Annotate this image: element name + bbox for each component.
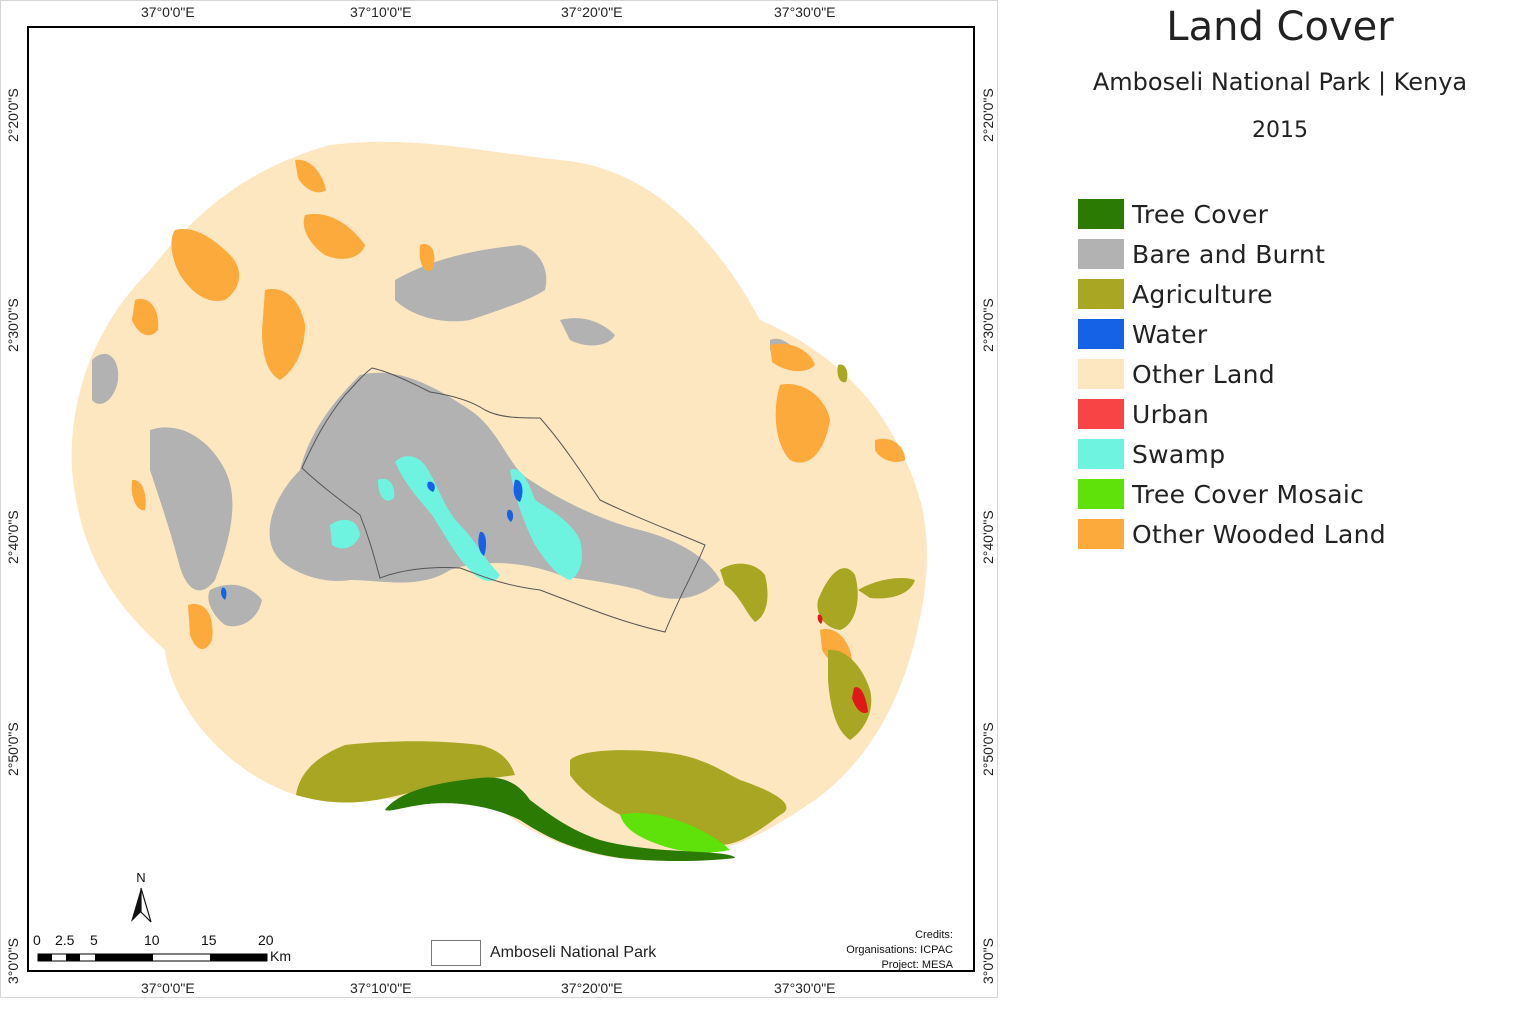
legend-swatch bbox=[1078, 479, 1124, 509]
map-year: 2015 bbox=[1252, 118, 1308, 143]
credits-heading: Credits: bbox=[915, 929, 953, 941]
park-boundary bbox=[301, 367, 706, 633]
right-tick-label: 2°50'0"S bbox=[980, 722, 996, 776]
legend-label: Other Land bbox=[1132, 359, 1275, 389]
legend-label: Water bbox=[1132, 319, 1208, 349]
scale-unit-label: Km bbox=[270, 948, 291, 964]
bottom-tick-label: 37°10'0"E bbox=[350, 980, 412, 996]
top-tick-label: 37°30'0"E bbox=[774, 4, 836, 20]
tree-cover-areas bbox=[385, 777, 735, 861]
swamp-areas bbox=[330, 456, 582, 582]
legend-item-other-wooded-land: Other Wooded Land bbox=[1078, 518, 1386, 550]
right-tick-label: 3°0'0"S bbox=[980, 938, 996, 984]
scale-bar bbox=[37, 953, 268, 962]
park-legend-label: Amboseli National Park bbox=[490, 944, 657, 961]
credits-block: Credits: Organisations: ICPAC Project: M… bbox=[846, 928, 953, 973]
top-tick-label: 37°0'0"E bbox=[141, 4, 195, 20]
legend-item-water: Water bbox=[1078, 318, 1207, 350]
legend-swatch bbox=[1078, 279, 1124, 309]
legend-label: Other Wooded Land bbox=[1132, 519, 1386, 549]
legend-swatch bbox=[1078, 319, 1124, 349]
water-bodies bbox=[221, 479, 523, 600]
scale-tick-label: 10 bbox=[144, 932, 160, 948]
bottom-tick-label: 37°20'0"E bbox=[561, 980, 623, 996]
bottom-tick-label: 37°30'0"E bbox=[774, 980, 836, 996]
legend-swatch bbox=[1078, 359, 1124, 389]
left-tick-label: 2°40'0"S bbox=[5, 510, 21, 564]
top-tick-label: 37°20'0"E bbox=[561, 4, 623, 20]
scale-tick-label: 2.5 bbox=[55, 932, 75, 948]
scale-tick-label: 5 bbox=[90, 932, 98, 948]
legend-swatch bbox=[1078, 519, 1124, 549]
tree-cover-mosaic-areas bbox=[620, 813, 730, 853]
credits-organisations: Organisations: ICPAC bbox=[846, 944, 953, 956]
legend-item-swamp: Swamp bbox=[1078, 438, 1225, 470]
legend-swatch bbox=[1078, 239, 1124, 269]
scale-tick-label: 15 bbox=[201, 932, 217, 948]
legend-swatch bbox=[1078, 199, 1124, 229]
scale-tick-label: 20 bbox=[258, 932, 274, 948]
legend-item-bare-and-burnt: Bare and Burnt bbox=[1078, 238, 1325, 270]
right-tick-label: 2°40'0"S bbox=[980, 510, 996, 564]
legend-item-urban: Urban bbox=[1078, 398, 1209, 430]
agriculture-areas bbox=[296, 364, 915, 845]
legend-item-tree-cover-mosaic: Tree Cover Mosaic bbox=[1078, 478, 1364, 510]
scale-tick-label: 0 bbox=[33, 932, 41, 948]
legend-label: Agriculture bbox=[1132, 279, 1273, 309]
left-tick-label: 2°50'0"S bbox=[5, 722, 21, 776]
urban-areas bbox=[817, 614, 868, 714]
left-tick-label: 2°30'0"S bbox=[5, 298, 21, 352]
legend-swatch bbox=[1078, 439, 1124, 469]
legend-label: Swamp bbox=[1132, 439, 1226, 469]
left-tick-label: 3°0'0"S bbox=[5, 938, 21, 984]
legend-label: Bare and Burnt bbox=[1132, 239, 1326, 269]
bottom-tick-label: 37°0'0"E bbox=[141, 980, 195, 996]
right-tick-label: 2°20'0"S bbox=[980, 88, 996, 142]
legend-label: Tree Cover Mosaic bbox=[1132, 479, 1365, 509]
bare-burnt-areas bbox=[92, 245, 800, 627]
credits-project: Project: MESA bbox=[881, 959, 953, 971]
legend-label: Tree Cover bbox=[1132, 199, 1269, 229]
right-tick-label: 2°30'0"S bbox=[980, 298, 996, 352]
legend-item-agriculture: Agriculture bbox=[1078, 278, 1273, 310]
left-tick-label: 2°20'0"S bbox=[5, 88, 21, 142]
map-title: Land Cover bbox=[1166, 4, 1394, 50]
legend-swatch bbox=[1078, 399, 1124, 429]
north-arrow: N bbox=[131, 870, 152, 923]
legend-item-other-land: Other Land bbox=[1078, 358, 1275, 390]
park-legend-swatch bbox=[431, 940, 481, 966]
north-label: N bbox=[136, 870, 145, 885]
map-canvas[interactable]: N bbox=[0, 0, 998, 998]
legend-item-tree-cover: Tree Cover bbox=[1078, 198, 1268, 230]
top-tick-label: 37°10'0"E bbox=[350, 4, 412, 20]
map-subtitle: Amboseli National Park | Kenya bbox=[1092, 68, 1468, 96]
legend-label: Urban bbox=[1132, 399, 1210, 429]
